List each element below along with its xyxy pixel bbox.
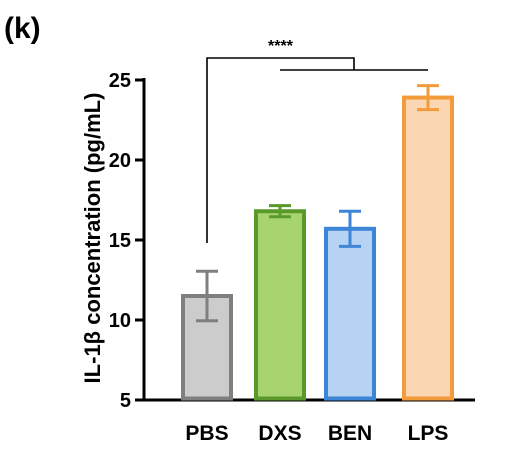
category-label-ben: BEN [328, 422, 372, 445]
significance-bracket-line [206, 57, 355, 243]
y-tick-label: 5 [120, 390, 131, 412]
significance-label: **** [268, 38, 294, 55]
y-tick-label: 15 [109, 230, 131, 252]
category-label-pbs: PBS [185, 422, 228, 445]
bar-ben [324, 226, 376, 401]
y-axis-ticks: 5 10 15 20 25 [109, 70, 144, 412]
category-labels: PBS DXS BEN LPS [185, 422, 448, 445]
panel-label: (k) [4, 12, 41, 45]
y-tick-label: 10 [109, 310, 131, 332]
y-tick-label: 20 [109, 150, 131, 172]
bar-lps [402, 95, 454, 401]
bars-group [181, 95, 454, 401]
y-tick-label: 25 [109, 70, 131, 92]
y-axis-title: IL-1β concentration (pg/mL) [80, 93, 105, 384]
category-label-lps: LPS [408, 422, 449, 445]
category-label-dxs: DXS [258, 422, 301, 445]
error-bars-group [196, 84, 439, 323]
bar-dxs [254, 209, 306, 401]
significance-bracket: **** [206, 38, 428, 243]
